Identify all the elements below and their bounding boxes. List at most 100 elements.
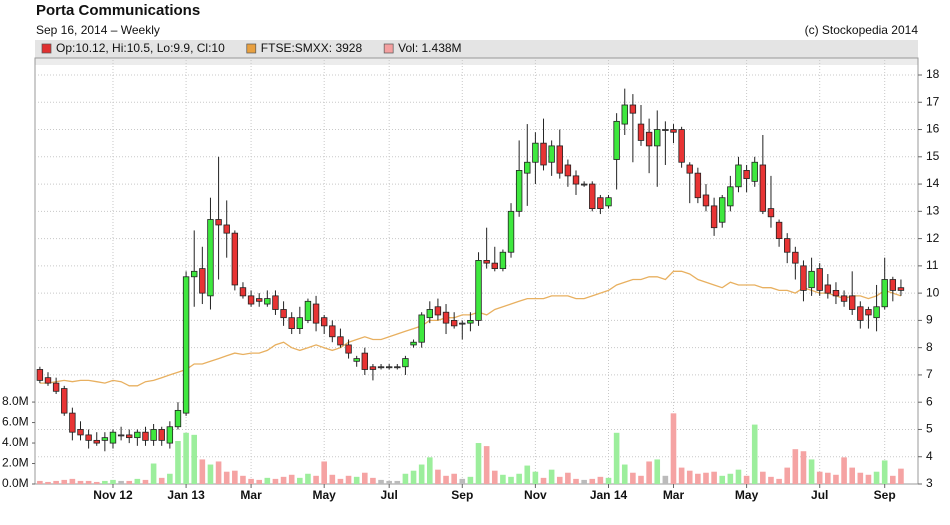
x-tick-label: Mar [240, 488, 262, 502]
candle-body [865, 309, 872, 316]
candle-body [36, 369, 44, 381]
volume-bar [825, 472, 831, 484]
y2-tick-label: 2.0M [2, 456, 29, 470]
candle-body [223, 224, 230, 234]
volume-bar [362, 472, 368, 484]
candle-body [256, 298, 263, 302]
legend-swatch [383, 43, 394, 54]
volume-bar [532, 471, 539, 484]
volume-bar [581, 479, 587, 484]
legend-label: Op:10.12, Hi:10.5, Lo:9.9, Cl:10 [56, 41, 225, 55]
y-tick-label: 13 [926, 204, 940, 218]
x-tick-label: Nov [524, 488, 547, 502]
volume-bar [353, 476, 360, 484]
x-tick-label: Jan 13 [167, 488, 205, 502]
volume-bar [873, 471, 880, 484]
candle-body [418, 314, 425, 343]
candle-body [589, 183, 596, 210]
volume-bar [61, 479, 68, 484]
volume-bar [386, 480, 392, 484]
candle-body [264, 298, 271, 305]
candle-body [792, 251, 799, 264]
volume-bar [37, 480, 43, 484]
candle-body [450, 319, 458, 327]
candle-body [816, 268, 823, 291]
y2-tick-label: 0.0M [2, 476, 29, 490]
candle-body [467, 319, 474, 324]
y-tick-label: 8 [926, 340, 933, 354]
candle-body [873, 306, 880, 319]
x-tick-label: Jan 14 [590, 488, 628, 502]
candle-body [702, 194, 710, 207]
volume-bar [451, 473, 457, 484]
volume-bar [857, 472, 864, 484]
volume-bar [646, 461, 652, 484]
volume-bar [792, 449, 799, 484]
candle-body [272, 295, 279, 310]
candle-body [69, 412, 76, 433]
volume-bar [516, 473, 522, 484]
candle-body [491, 262, 498, 269]
credit: (c) Stockopedia 2014 [805, 23, 919, 37]
volume-bar [703, 472, 709, 484]
volume-bar [435, 469, 441, 484]
volume-bar [841, 457, 847, 484]
volume-bar [508, 476, 514, 484]
volume-bar [751, 424, 758, 484]
volume-bar [630, 472, 636, 484]
volume-bar [297, 477, 303, 484]
volume-bar [621, 464, 628, 484]
volume-bar [313, 475, 319, 484]
candle-body [312, 303, 320, 324]
candle-body [849, 295, 856, 310]
y-tick-label: 14 [926, 176, 940, 190]
candle-body [231, 232, 239, 286]
candle-body [442, 311, 450, 324]
volume-bar [215, 461, 222, 484]
volume-bar [240, 475, 246, 484]
candle-body [182, 276, 190, 414]
candle-body [629, 104, 637, 114]
volume-bar [191, 434, 198, 484]
candle-body [288, 317, 295, 329]
volume-bar [459, 478, 466, 484]
candle-body [329, 325, 336, 338]
volume-bar [540, 477, 547, 484]
x-tick-label: May [735, 488, 759, 502]
candle-body [832, 290, 840, 297]
candle-body [824, 284, 832, 294]
volume-bar [118, 480, 124, 484]
volume-bar [167, 473, 173, 484]
candle-body [556, 145, 563, 174]
volume-bar [77, 480, 84, 484]
candle-body [767, 208, 775, 218]
volume-bar [849, 467, 856, 484]
candle-body [77, 429, 84, 436]
volume-bar [711, 471, 717, 484]
candle-body [645, 131, 653, 147]
chart-subtitle: Sep 16, 2014 – Weekly [36, 23, 160, 37]
candle-body [580, 183, 588, 186]
y-tick-label: 15 [926, 149, 940, 163]
y-tick-label: 6 [926, 394, 933, 408]
volume-bar [800, 451, 807, 484]
candle-body [548, 145, 555, 163]
y-tick-label: 4 [926, 449, 933, 463]
volume-bar [613, 432, 620, 484]
volume-bar [158, 477, 165, 484]
volume-bar [329, 474, 336, 484]
volume-bar [69, 478, 76, 484]
candle-body [345, 344, 352, 354]
y-tick-label: 5 [926, 422, 933, 436]
volume-bar [248, 478, 254, 484]
candle-body [158, 429, 165, 441]
candle-body [239, 287, 247, 297]
volume-bar [890, 475, 896, 484]
candle-body [142, 431, 149, 441]
volume-bar [768, 476, 774, 484]
volume-bar [475, 443, 482, 484]
candle-body [710, 205, 718, 229]
y2-tick-label: 6.0M [2, 415, 29, 429]
volume-bar [865, 474, 872, 484]
